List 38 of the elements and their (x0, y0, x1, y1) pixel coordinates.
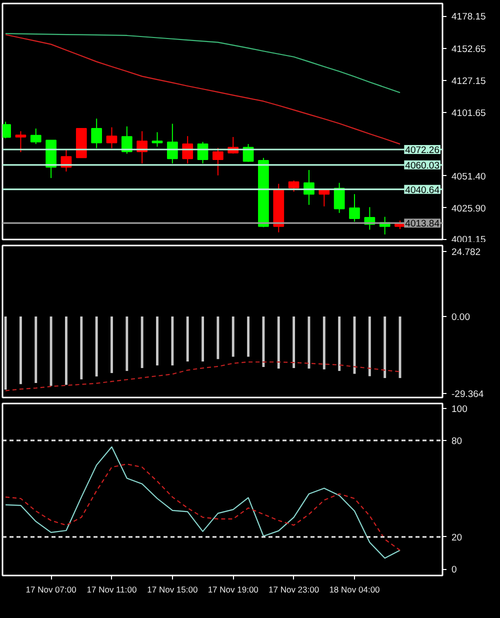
ref-line-label: 4040.64 (405, 184, 440, 196)
x-tick-label: 18 Nov 04:00 (329, 584, 380, 594)
candlestick (91, 118, 102, 149)
line-series (4, 446, 401, 559)
candlestick (15, 130, 26, 153)
line-series (4, 464, 401, 551)
y-tick-label: -29.364 (452, 389, 484, 400)
y-tick-label: 4152.65 (452, 44, 486, 55)
ref-line-label: 4060.03 (405, 160, 440, 172)
candlestick (212, 147, 224, 176)
y-tick-label: 4101.65 (452, 108, 486, 119)
x-tick-label: 17 Nov 19:00 (208, 584, 259, 594)
y-tick-label: 0 (452, 564, 457, 576)
ref-line-label: 4013.84 (405, 218, 440, 230)
candlestick (30, 128, 42, 145)
line-series (4, 33, 401, 94)
line-series (4, 361, 401, 392)
y-tick-label: 4127.15 (452, 76, 486, 87)
y-tick-label: 0.00 (452, 312, 470, 324)
y-tick-label: 20 (452, 532, 462, 544)
x-tick-label: 17 Nov 11:00 (86, 584, 137, 594)
y-tick-label: 4178.15 (452, 12, 486, 23)
candlestick (349, 194, 360, 222)
candlestick (288, 180, 300, 192)
candlestick (334, 182, 345, 214)
y-tick-label: 24.782 (452, 246, 481, 258)
candlestick (106, 126, 118, 149)
y-tick-label: 100 (452, 404, 468, 415)
y-tick-label: 4025.90 (452, 203, 486, 214)
candlestick (152, 132, 163, 148)
x-tick-label: 17 Nov 15:00 (147, 584, 198, 594)
candlestick (167, 123, 178, 164)
ref-line-label: 4072.26 (405, 145, 440, 156)
x-tick-label: 17 Nov 07:00 (26, 584, 77, 594)
y-tick-label: 4051.40 (452, 171, 486, 182)
y-tick-label: 80 (452, 436, 462, 447)
x-tick-label: 17 Nov 23:00 (268, 584, 320, 594)
line-series (4, 34, 401, 145)
